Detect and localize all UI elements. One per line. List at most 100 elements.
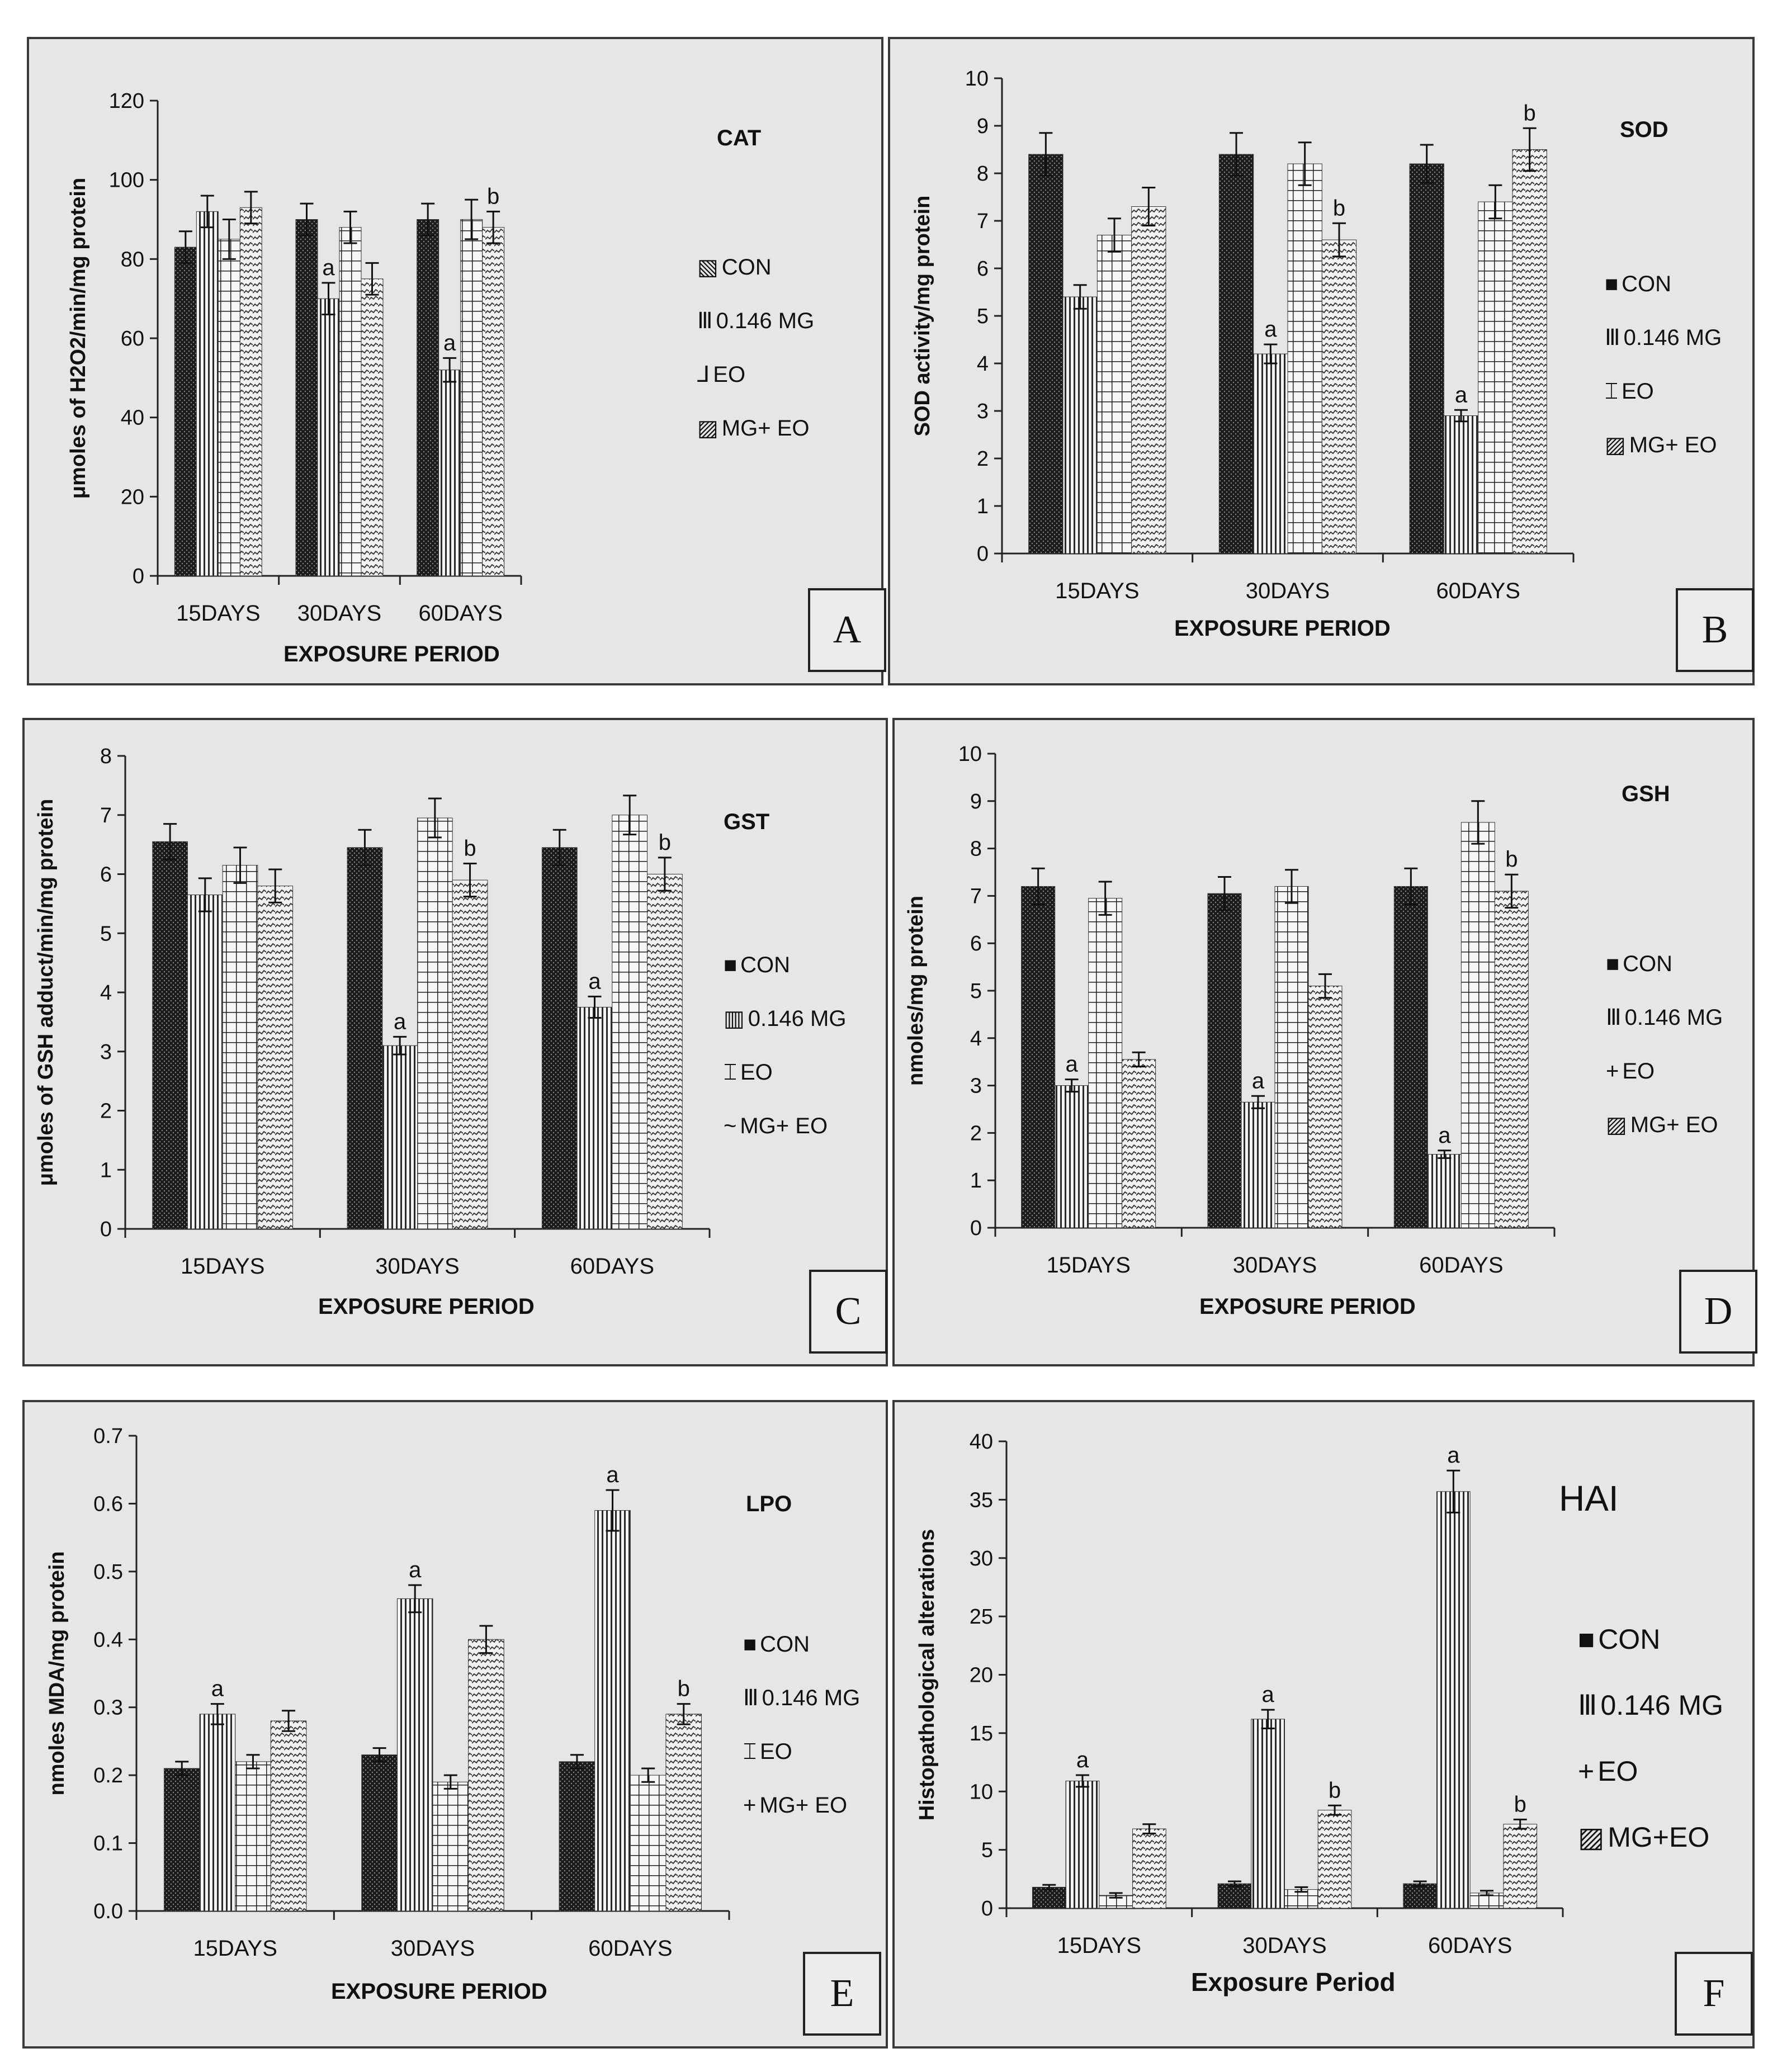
legend-marker-icon: + — [743, 1792, 757, 1818]
legend-label: EO — [1622, 1058, 1655, 1084]
y-tick-label: 3 — [970, 1075, 982, 1098]
legend-item: Ⅲ 0.146 MG — [697, 294, 814, 348]
bar — [1274, 886, 1309, 1228]
y-tick-label: 8 — [970, 838, 982, 861]
bar — [1028, 154, 1063, 554]
legend-label: CON — [1598, 1624, 1661, 1655]
legend-marker-icon: ⌶ — [743, 1739, 757, 1764]
legend-item: ■ CON — [724, 938, 846, 992]
legend: ■ CON Ⅲ 0.146 MG + EO ▨ MG+ EO — [1606, 937, 1723, 1152]
significance-label: b — [487, 184, 499, 209]
significance-label: a — [409, 1558, 422, 1582]
legend-label: 0.146 MG — [748, 1006, 847, 1031]
legend-label: MG+ EO — [759, 1792, 848, 1818]
significance-label: a — [1264, 317, 1277, 342]
y-tick-label: 9 — [977, 115, 989, 138]
legend-label: 0.146 MG — [1600, 1690, 1724, 1721]
chart-title: CAT — [717, 126, 762, 150]
x-tick-label: 15DAYS — [1055, 579, 1139, 603]
significance-label: a — [588, 969, 601, 994]
legend-label: EO — [1622, 379, 1654, 404]
x-tick-label: 60DAYS — [1436, 579, 1520, 603]
y-tick-label: 7 — [977, 210, 989, 233]
bar — [347, 847, 383, 1229]
y-axis-label: μmoles of GSH adduct/min/mg protein — [34, 799, 58, 1186]
x-tick-label: 60DAYS — [570, 1254, 654, 1279]
legend-marker-icon: Ⅲ — [743, 1686, 759, 1710]
chart-svg: 0 1 2 3 4 5 6 7 8 9 10 15DAYS 30DAYS 60DAYS a a a b nmoles… — [904, 742, 1556, 1278]
bar — [1409, 163, 1444, 554]
significance-label: a — [394, 1009, 406, 1034]
bar — [1088, 898, 1123, 1228]
y-tick-label: 9 — [970, 790, 982, 813]
y-tick-label: 5 — [100, 922, 112, 945]
y-tick-label: 15 — [970, 1722, 993, 1745]
significance-label: a — [322, 256, 335, 280]
bar — [1443, 415, 1479, 554]
legend-marker-icon: ▨ — [1606, 1113, 1627, 1137]
y-tick-label: 3 — [100, 1040, 112, 1064]
y-tick-label: 10 — [970, 1780, 993, 1804]
legend-marker-icon: + — [1606, 1058, 1619, 1084]
legend-marker-icon: ⌶ — [1605, 379, 1618, 404]
panel-letter: B — [1676, 588, 1754, 672]
y-tick-label: 40 — [970, 1430, 993, 1454]
panel-letter: C — [809, 1270, 887, 1354]
bar — [222, 865, 258, 1229]
bar — [1207, 893, 1242, 1228]
bar — [1393, 886, 1428, 1228]
bar — [1427, 1154, 1462, 1228]
y-tick-label: 0 — [977, 542, 989, 566]
legend-marker-icon: ■ — [724, 952, 738, 977]
significance-label: b — [1329, 1778, 1341, 1803]
x-tick-label: 15DAYS — [193, 1936, 277, 1961]
legend-item: ■ CON — [1605, 257, 1722, 311]
y-tick-label: 1 — [970, 1169, 982, 1193]
y-tick-label: 2 — [100, 1100, 112, 1123]
bar — [438, 370, 461, 576]
bar — [1065, 1780, 1100, 1909]
x-axis-label: EXPOSURE PERIOD — [331, 1979, 547, 2004]
y-tick-label: 1 — [100, 1158, 112, 1182]
x-tick-label: 30DAYS — [297, 601, 381, 626]
legend-label: CON — [1623, 951, 1673, 976]
legend-label: CON — [740, 952, 791, 977]
significance-label: a — [211, 1677, 224, 1701]
legend-item: ▨ MG+ EO — [1605, 418, 1722, 472]
y-tick-label: 0 — [133, 565, 144, 588]
chart-panel-d: 0 1 2 3 4 5 6 7 8 9 10 15DAYS 30DAYS 60DAYS a a a b nmoles… — [892, 718, 1757, 1366]
y-tick-label: 0.7 — [93, 1425, 123, 1448]
legend: ■ CON Ⅲ 0.146 MG ⌶ EO + MG+ EO — [743, 1617, 860, 1832]
legend-item: ⌶ EO — [1605, 365, 1722, 418]
y-tick-label: 35 — [970, 1488, 993, 1512]
y-tick-label: 0.5 — [93, 1560, 123, 1584]
bar — [1503, 1824, 1538, 1909]
bar — [612, 815, 648, 1229]
legend-marker-icon: Ⅲ — [1606, 1005, 1622, 1030]
significance-label: a — [1438, 1123, 1451, 1148]
panel-letter: D — [1679, 1270, 1757, 1354]
legend-item: ▨ MG+ EO — [697, 401, 814, 455]
y-tick-label: 0.6 — [93, 1492, 123, 1516]
bar — [1217, 1883, 1252, 1909]
y-tick-label: 0.4 — [93, 1628, 123, 1652]
y-tick-label: 6 — [970, 932, 982, 955]
chart-panel-a: 0 20 40 60 80 100 120 15DAYS 30DAYS 60DAYS a a b μmol… — [27, 37, 886, 685]
bar — [1321, 239, 1357, 554]
y-axis-label: Histopathological alterations — [915, 1529, 939, 1821]
y-axis-label: nmoles MDA/mg protein — [45, 1551, 69, 1795]
bar — [541, 847, 578, 1229]
bar — [187, 895, 223, 1229]
x-axis-label: EXPOSURE PERIOD — [1199, 1294, 1416, 1319]
y-tick-label: 0 — [100, 1218, 112, 1241]
y-tick-label: 4 — [977, 352, 989, 376]
y-tick-label: 0.1 — [93, 1832, 123, 1856]
x-tick-label: 30DAYS — [1246, 579, 1330, 603]
x-tick-label: 15DAYS — [181, 1254, 264, 1279]
legend-marker-icon: ■ — [1578, 1624, 1595, 1655]
x-tick-label: 60DAYS — [418, 601, 502, 626]
bar — [1308, 986, 1343, 1228]
y-tick-label: 0.0 — [93, 1900, 123, 1923]
bar — [382, 1045, 418, 1229]
legend-label: CON — [721, 254, 772, 280]
